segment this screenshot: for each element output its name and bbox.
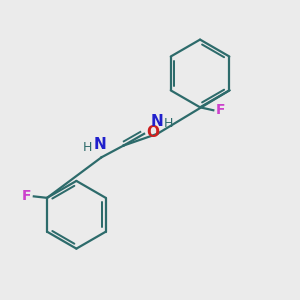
Text: N: N <box>151 113 164 128</box>
Text: F: F <box>22 189 32 203</box>
Text: O: O <box>146 125 160 140</box>
Text: N: N <box>94 137 106 152</box>
Text: F: F <box>216 103 225 117</box>
Text: H: H <box>164 117 173 130</box>
Text: H: H <box>83 141 93 154</box>
